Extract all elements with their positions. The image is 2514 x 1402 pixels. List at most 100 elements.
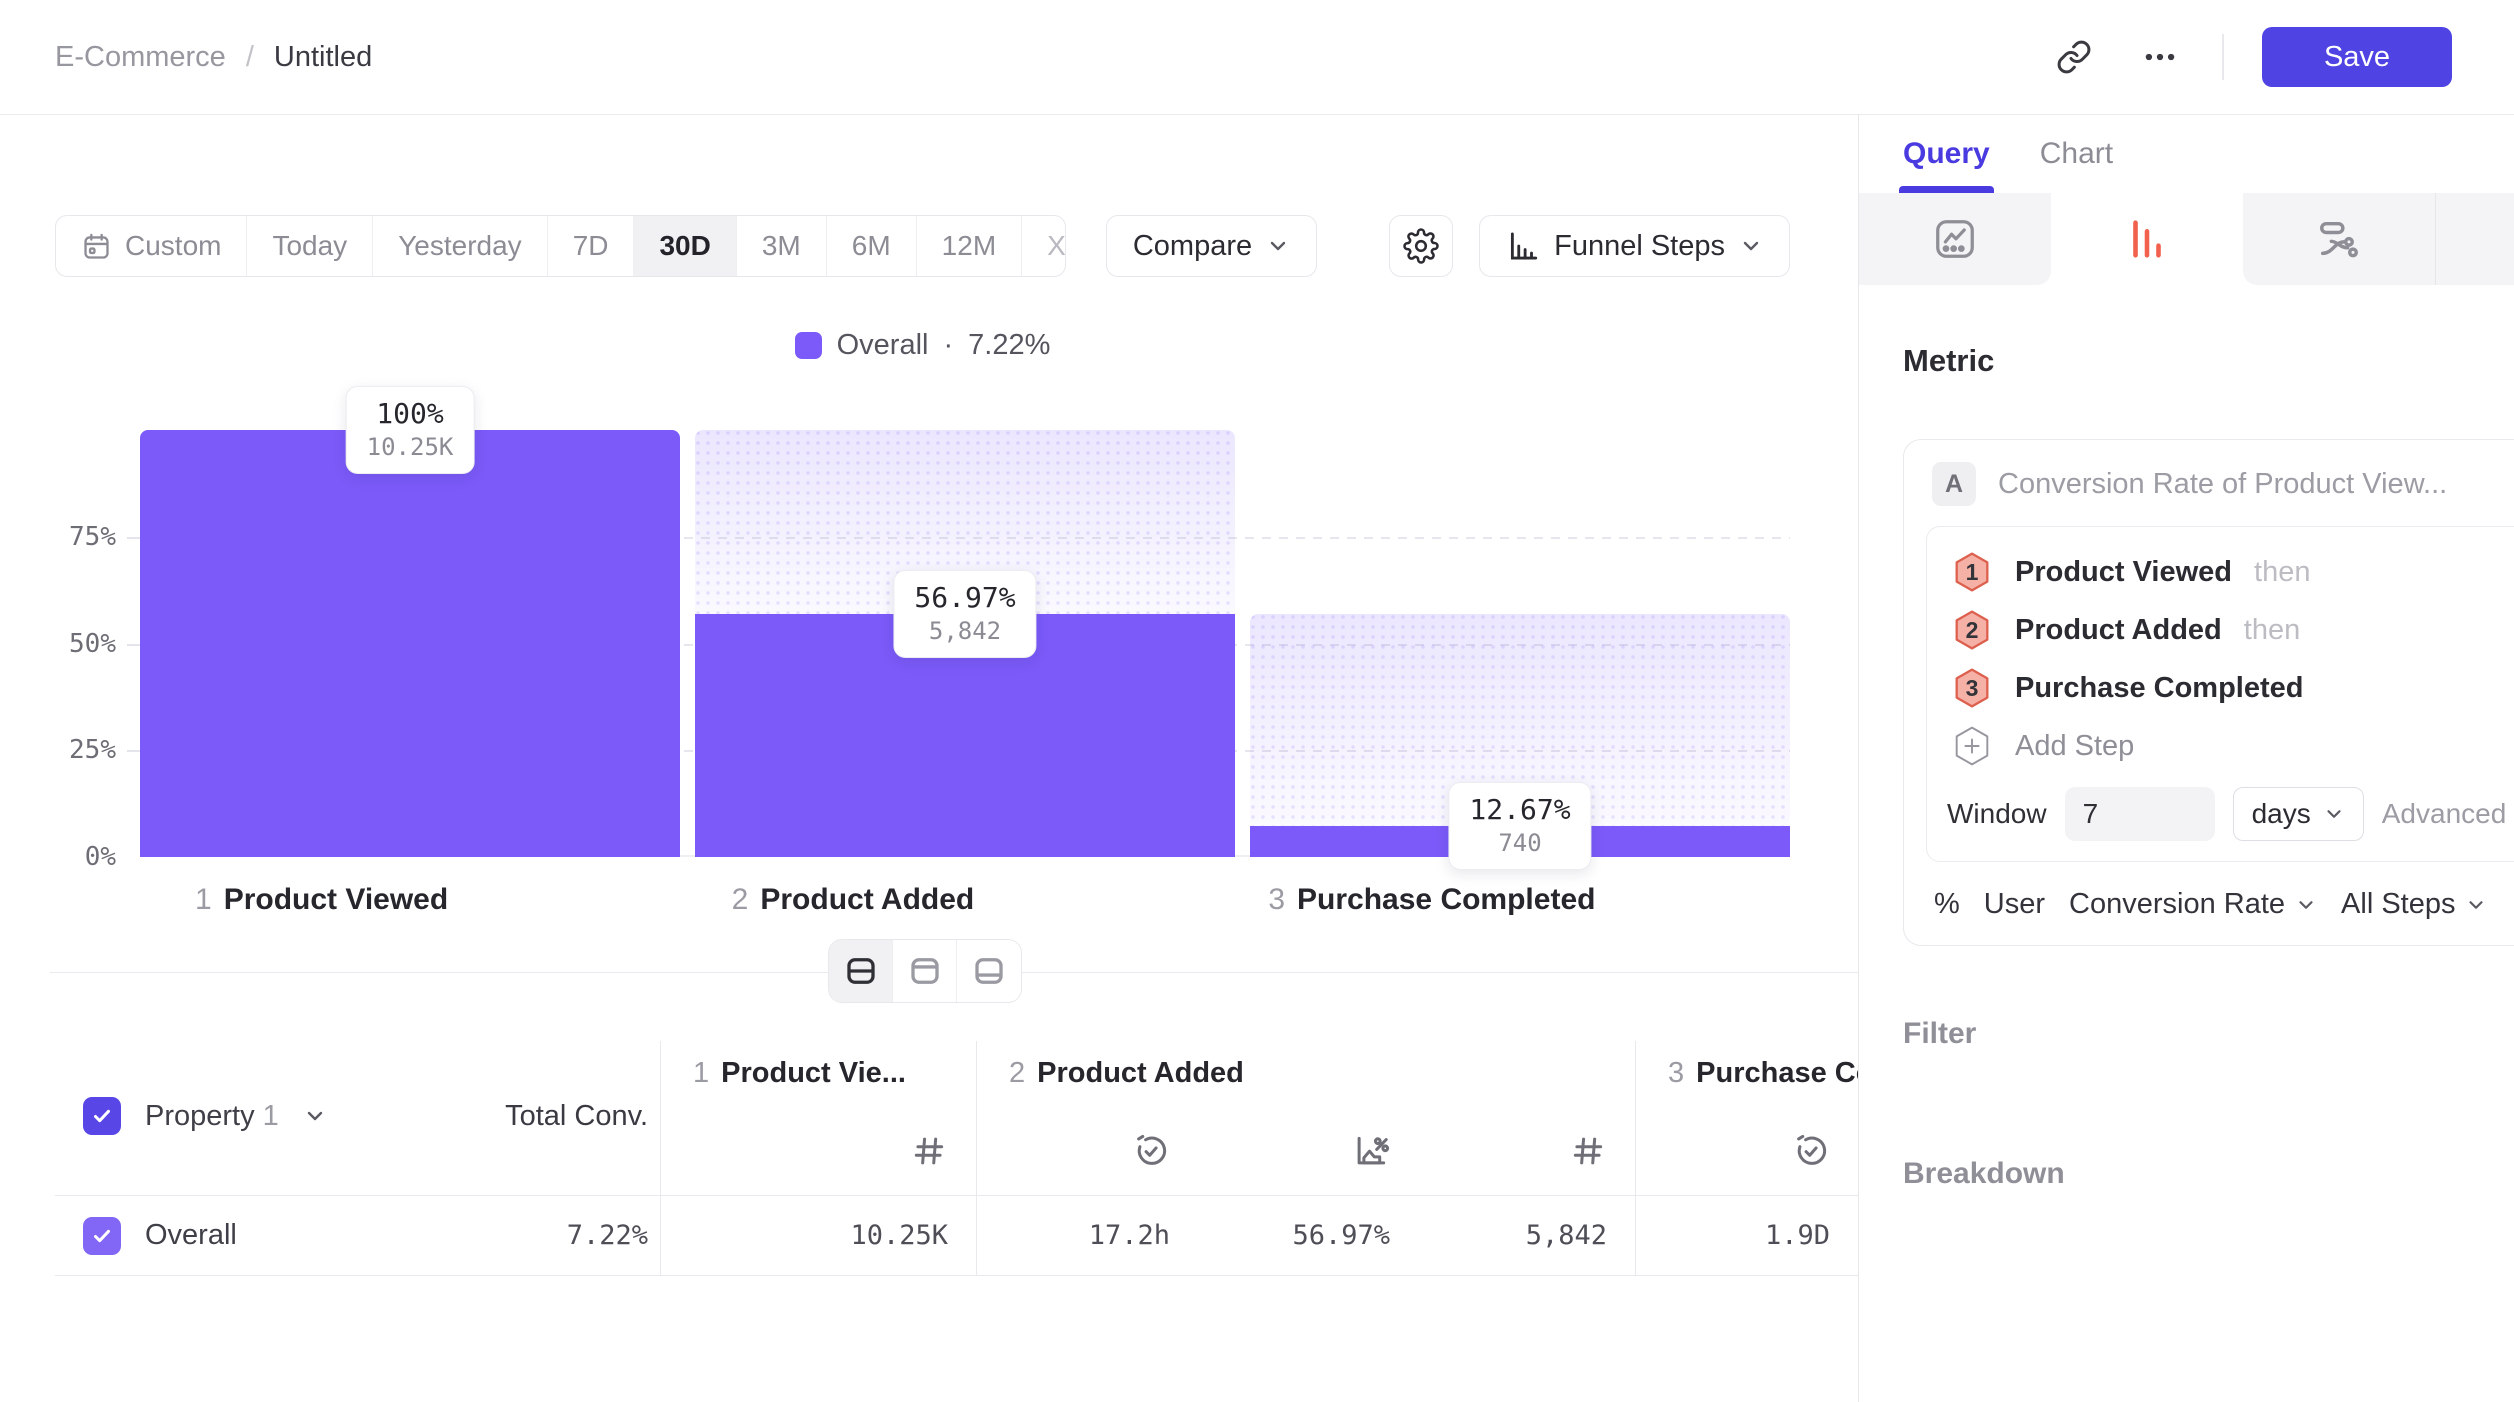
- measured-entity: User: [1983, 888, 2046, 920]
- chart-type-tabs: [1859, 193, 2514, 285]
- chevron-down-icon: [2323, 803, 2345, 825]
- chart-settings-button[interactable]: [1389, 215, 1454, 277]
- legend-series-value: 7.22%: [968, 328, 1051, 361]
- breadcrumb: E-Commerce / Untitled: [55, 41, 372, 74]
- date-range-custom[interactable]: Custom: [56, 216, 248, 276]
- bar-chart-axis-icon: [1506, 229, 1540, 263]
- funnel-chart-tab-active[interactable]: [2051, 193, 2244, 285]
- filter-label: Filter: [1903, 1017, 1977, 1050]
- window-unit-select[interactable]: days: [2232, 787, 2364, 841]
- y-axis: 75% 50% 25% 0%: [55, 430, 140, 872]
- hash-icon: [1569, 1132, 1607, 1170]
- tooltip-count: 10.25K: [366, 433, 454, 461]
- breakdown-section: Breakdown: [1903, 1146, 2514, 1202]
- chevron-down-icon: [2465, 894, 2487, 916]
- avg-time-column-header: [1635, 1106, 1858, 1196]
- check-icon: [90, 1104, 114, 1128]
- y-tick-25: 25%: [69, 735, 116, 766]
- date-range-7d[interactable]: 7D: [548, 216, 635, 276]
- flow-chart-tab[interactable]: [2243, 193, 2436, 285]
- window-value-input[interactable]: [2064, 787, 2215, 841]
- x-axis-labels: 1 Product Viewed 2 Product Added 3 Purch…: [195, 883, 1790, 917]
- step2-count-value: 5,842: [1418, 1196, 1635, 1276]
- retention-chart-tab[interactable]: [2435, 193, 2514, 285]
- chart-type-button[interactable]: Funnel Steps: [1479, 215, 1790, 277]
- add-step-button[interactable]: Add Step: [1947, 717, 2514, 775]
- breakdown-label: Breakdown: [1903, 1157, 2065, 1190]
- total-conv-header: Total Conv.: [505, 1099, 648, 1132]
- bar-tooltip: 100% 10.25K: [345, 386, 475, 474]
- conversion-window-row: Window days Advanced: [1947, 787, 2514, 841]
- gear-icon: [1403, 228, 1439, 264]
- metric-heading: Metric: [1903, 343, 1995, 378]
- advanced-dropdown[interactable]: Advanced: [2381, 798, 2507, 829]
- query-step-1[interactable]: 1 Product Viewed then: [1947, 543, 2514, 601]
- measured-as-dropdown[interactable]: Conversion Rate: [2069, 888, 2317, 921]
- table-row-overall: Overall 7.22%: [55, 1196, 660, 1276]
- hash-icon: [910, 1132, 948, 1170]
- compare-button[interactable]: Compare: [1105, 215, 1318, 277]
- date-range-6m[interactable]: 6M: [827, 216, 917, 276]
- chart-legend[interactable]: Overall · 7.22%: [55, 329, 1790, 361]
- tab-chart[interactable]: Chart: [2039, 137, 2114, 170]
- bar-solid: [140, 430, 680, 857]
- y-tick-50: 50%: [69, 628, 116, 659]
- topbar-divider: [2222, 34, 2224, 80]
- y-tick-mark: [127, 750, 140, 753]
- step2-conv-value: 56.97%: [1198, 1196, 1418, 1276]
- chart-toolbar: Custom Today Yesterday 7D 30D 3M 6M 12M …: [55, 215, 1790, 277]
- tooltip-count: 740: [1498, 829, 1542, 858]
- legend-swatch: [794, 331, 822, 359]
- topbar: E-Commerce / Untitled Save: [0, 0, 2514, 115]
- funnel-bar[interactable]: 12.67% 740: [1250, 430, 1790, 871]
- more-options-button[interactable]: [2136, 33, 2184, 81]
- dots-grid-icon: [2509, 216, 2514, 262]
- chart-percent-icon: [1352, 1132, 1390, 1170]
- query-step-3[interactable]: 3 Purchase Completed: [1947, 659, 2514, 717]
- share-link-button[interactable]: [2050, 33, 2098, 81]
- step1-count-value: 10.25K: [660, 1196, 976, 1276]
- tooltip-percent: 56.97%: [914, 580, 1016, 614]
- tooltip-percent: 100%: [376, 397, 444, 430]
- chevron-down-icon: [1739, 234, 1763, 258]
- bar-tooltip: 56.97% 5,842: [893, 569, 1037, 658]
- row-checkbox[interactable]: [83, 1216, 121, 1255]
- funnel-bar[interactable]: 100% 10.25K: [140, 386, 680, 857]
- step-label-2: 2 Product Added: [731, 883, 975, 916]
- funnel-bar[interactable]: 56.97% 5,842: [695, 430, 1235, 857]
- steps-scope-dropdown[interactable]: All Steps: [2341, 888, 2487, 921]
- y-tick-0: 0%: [84, 842, 116, 872]
- table-view-button[interactable]: [893, 940, 957, 1002]
- funnel-bars-icon: [2124, 216, 2170, 262]
- chart-view-button[interactable]: [957, 940, 1021, 1002]
- percent-prefix: %: [1934, 888, 1960, 920]
- tab-query[interactable]: Query: [1899, 115, 1994, 193]
- step2-avg-time-value: 17.2h: [976, 1196, 1198, 1276]
- total-conv-value: 7.22%: [566, 1220, 648, 1251]
- split-view-button[interactable]: [829, 940, 893, 1002]
- query-step-2[interactable]: 2 Product Added then: [1947, 601, 2514, 659]
- funnel-metrics-table: Property 1 Total Conv. 1 Product Vie... 2: [55, 1041, 1858, 1276]
- step-label-1: 1 Product Viewed: [195, 883, 449, 916]
- split-view-icon: [843, 953, 879, 989]
- series-title: Conversion Rate of Product View...: [1998, 467, 2448, 500]
- date-range-30d-selected[interactable]: 30D: [634, 216, 737, 276]
- line-chart-tab[interactable]: [1859, 193, 2052, 285]
- breadcrumb-current[interactable]: Untitled: [273, 40, 373, 73]
- date-range-xtd[interactable]: XTD: [1022, 216, 1065, 276]
- date-range-12m[interactable]: 12M: [917, 216, 1023, 276]
- select-all-checkbox[interactable]: [83, 1097, 121, 1135]
- count-column-header: [660, 1106, 976, 1196]
- save-button[interactable]: Save: [2262, 27, 2452, 87]
- legend-separator: ·: [943, 328, 954, 361]
- date-range-3m[interactable]: 3M: [737, 216, 827, 276]
- date-range-yesterday[interactable]: Yesterday: [373, 216, 548, 276]
- gridline-75: [140, 536, 1790, 539]
- property-dropdown[interactable]: Property 1: [145, 1099, 279, 1132]
- metric-series-row[interactable]: A Conversion Rate of Product View...: [1926, 460, 2514, 508]
- breadcrumb-parent[interactable]: E-Commerce: [55, 40, 226, 73]
- chevron-down-icon: [303, 1104, 327, 1128]
- date-range-today[interactable]: Today: [247, 216, 374, 276]
- plot-area: 100% 10.25K 56.97% 5,842: [140, 386, 1790, 871]
